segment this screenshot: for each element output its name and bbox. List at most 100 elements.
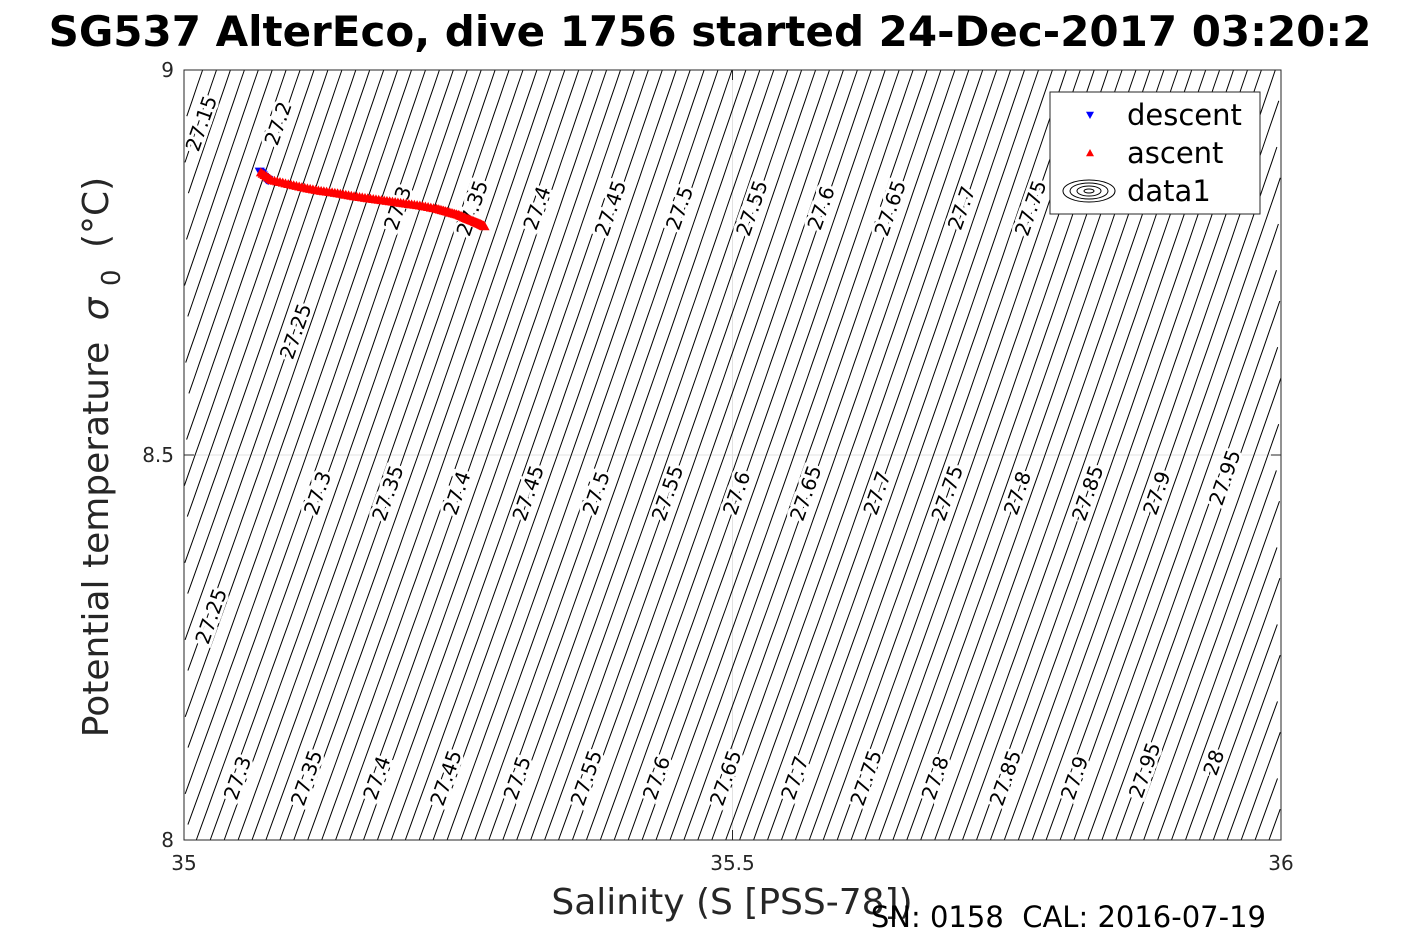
isopycnal-line: [1087, 300, 1281, 841]
isopycnal-line: [404, 69, 677, 841]
y-tick-label: 9: [161, 58, 174, 82]
isopycnal-line: [321, 69, 594, 841]
isopycnal-line: [237, 69, 510, 841]
isopycnal-line: [418, 69, 691, 841]
legend-items: descent ascent data1: [1062, 98, 1242, 208]
isopycnal-line: [187, 69, 454, 825]
isopycnal-line: [183, 69, 329, 486]
isopycnal-line: [599, 69, 872, 841]
ascent-series: [255, 167, 490, 231]
isopycnal-line: [187, 69, 231, 194]
isopycnal-line: [184, 69, 385, 640]
legend-box: [1049, 91, 1261, 215]
isopycnal-line: [279, 69, 552, 841]
isopycnal-line: [1254, 778, 1278, 841]
isopycnal-line: [223, 69, 496, 841]
isopycnal-line: [558, 69, 830, 841]
y-axis-label: Potential temperature σ 0 (°C): [76, 177, 129, 737]
legend-descent-marker-icon: [1086, 111, 1094, 119]
isopycnal-line: [1115, 377, 1282, 841]
isopycnal-line: [307, 69, 580, 841]
isopycnal-line: [1059, 223, 1279, 841]
isopycnal-line: [739, 69, 1012, 841]
legend-contour-icon: [1083, 188, 1095, 194]
isopycnal-line: [376, 69, 649, 841]
isopycnal-line: [209, 69, 482, 841]
isopycnal-line: [265, 69, 538, 841]
legend-label: data1: [1127, 174, 1211, 208]
ascent-point: [479, 221, 490, 231]
isopycnal-line: [184, 69, 217, 163]
isopycnal-line: [641, 69, 914, 841]
isopycnal-line: [780, 69, 1053, 841]
isopycnal-line: [530, 69, 803, 841]
x-tick-label: 35.5: [710, 851, 755, 875]
isopycnal-line: [808, 69, 1081, 841]
isopycnal-line: [187, 69, 273, 317]
isopycnal-line: [767, 69, 1039, 841]
legend-label: ascent: [1127, 136, 1223, 170]
isopycnal-line: [1226, 701, 1278, 841]
isopycnal-line: [1268, 809, 1281, 841]
isopycnal-line: [186, 69, 315, 440]
isopycnal-line: [349, 69, 621, 841]
isopycnal-line: [186, 69, 343, 517]
legend-contour-icon: [1076, 185, 1102, 197]
x-tick-label: 35: [171, 851, 196, 875]
isopycnal-line: [655, 69, 928, 841]
isopycnal-line: [293, 69, 566, 841]
isopycnal-line: [1129, 424, 1280, 841]
isopycnal-line: [1185, 578, 1281, 841]
serial-calibration-note: SN: 0158 CAL: 2016-07-19: [871, 900, 1266, 934]
isopycnal-line: [195, 69, 468, 841]
isopycnal-line: [185, 69, 287, 363]
isopycnal-line: [187, 69, 399, 671]
isopycnal-line: [1031, 146, 1278, 841]
isopycnal-line: [335, 69, 608, 841]
isopycnal-line: [390, 69, 663, 841]
isopycnal-line: [186, 69, 245, 240]
legend-contour-icon: [1062, 179, 1116, 203]
isopycnal-line: [1240, 732, 1281, 841]
y-axis-label-symbol: σ: [76, 296, 117, 320]
isopycnal-line: [446, 69, 719, 841]
y-tick-label: 8: [161, 828, 174, 852]
isopycnal-line: [184, 69, 259, 286]
isopycnal-line: [627, 69, 900, 841]
x-axis-ticks: 35 35.5 36: [171, 70, 1294, 875]
y-tick-label: 8.5: [142, 443, 174, 467]
isopycnal-line: [794, 69, 1067, 841]
isopycnal-line: [1171, 547, 1278, 841]
legend-contour-icon: [1069, 182, 1109, 200]
isopycnal-line: [613, 69, 886, 841]
isopycnal-line: [1017, 100, 1280, 841]
isopycnal-line: [1198, 624, 1278, 841]
isopycnal-line: [186, 69, 204, 117]
isopycnal-line: [184, 69, 412, 717]
isopycnal-line: [683, 69, 956, 841]
x-tick-label: 36: [1268, 851, 1293, 875]
isopycnal-line: [516, 69, 789, 841]
isopycnal-line: [488, 69, 761, 841]
chart-title: SG537 AlterEco, dive 1756 started 24-Dec…: [49, 7, 1372, 56]
legend-ascent-marker-icon: [1086, 149, 1094, 157]
isopycnal-line: [188, 69, 301, 394]
isopycnal-line: [1143, 470, 1277, 841]
isopycnal-line: [585, 69, 858, 841]
isopycnal-line: [502, 69, 775, 841]
isopycnal-line: [1101, 347, 1279, 841]
isopycnal-line: [184, 69, 357, 563]
isopycnal-line: [669, 69, 942, 841]
isopycnal-line: [184, 69, 440, 794]
isopycnal-line: [725, 69, 998, 841]
isopycnal-line: [474, 69, 747, 841]
isopycnal-line: [544, 69, 817, 841]
isopycnal-line: [571, 69, 844, 841]
isopycnal-line: [251, 69, 524, 841]
y-axis-label-text: Potential temperature: [76, 342, 117, 737]
legend: descent ascent data1: [1049, 91, 1261, 215]
y-axis-label-subscript: 0: [97, 269, 127, 286]
isopycnal-line: [697, 69, 970, 841]
isopycnal-line: [432, 69, 705, 841]
